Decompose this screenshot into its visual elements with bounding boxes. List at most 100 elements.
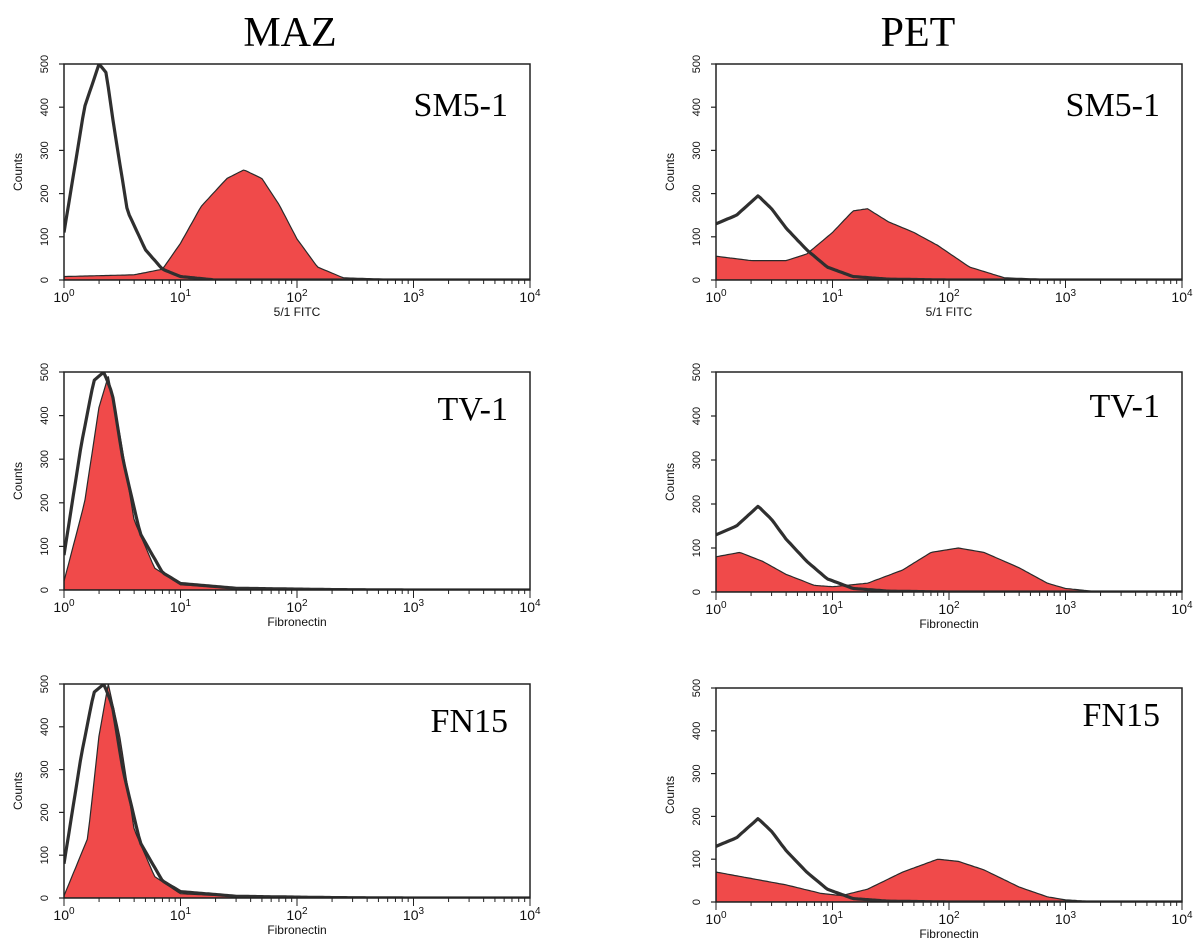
outline-histogram	[64, 684, 530, 898]
x-tick-label: 102	[938, 288, 960, 305]
x-tick-label: 101	[170, 288, 192, 305]
x-axis-label: Fibronectin	[267, 923, 326, 937]
y-tick-label: 200	[39, 184, 51, 202]
x-tick-label: 103	[403, 288, 425, 305]
y-tick-label: 300	[39, 141, 51, 159]
y-tick-label: 100	[39, 846, 51, 864]
x-tick-label: 104	[1171, 910, 1193, 927]
y-tick-label: 400	[39, 406, 51, 424]
panel-title: FN15	[431, 703, 508, 740]
column-title-maz: MAZ	[243, 10, 336, 56]
y-tick-label: 500	[39, 675, 51, 693]
y-tick-label: 200	[691, 495, 703, 513]
panel-title: TV-1	[437, 391, 508, 428]
y-tick-label: 200	[39, 494, 51, 512]
y-tick-label: 400	[691, 98, 703, 116]
panel-title: SM5-1	[414, 87, 508, 124]
x-tick-label: 103	[1055, 288, 1077, 305]
x-tick-label: 103	[1055, 910, 1077, 927]
x-tick-label: 103	[403, 598, 425, 615]
y-tick-label: 100	[691, 539, 703, 557]
y-tick-label: 100	[691, 850, 703, 868]
y-tick-label: 300	[39, 450, 51, 468]
y-tick-label: 0	[691, 589, 703, 595]
x-tick-label: 101	[170, 906, 192, 923]
y-axis-label: Counts	[11, 772, 25, 810]
y-axis-label: Counts	[663, 776, 677, 814]
x-tick-label: 102	[286, 598, 308, 615]
y-tick-label: 300	[691, 764, 703, 782]
y-tick-label: 0	[691, 899, 703, 905]
x-tick-label: 101	[170, 598, 192, 615]
x-tick-label: 104	[519, 598, 541, 615]
y-tick-label: 300	[39, 760, 51, 778]
outline-histogram	[716, 194, 1182, 280]
x-tick-label: 101	[822, 600, 844, 617]
x-axis-label: 5/1 FITC	[926, 305, 973, 319]
outline-histogram	[64, 64, 530, 280]
y-tick-label: 100	[39, 537, 51, 555]
x-tick-label: 102	[286, 288, 308, 305]
y-axis-label: Counts	[11, 462, 25, 500]
y-tick-label: 100	[39, 228, 51, 246]
x-axis-label: Fibronectin	[267, 615, 326, 629]
outline-histogram	[716, 504, 1182, 592]
x-tick-label: 100	[705, 600, 727, 617]
x-tick-label: 100	[53, 906, 75, 923]
outline-histogram	[64, 372, 530, 590]
x-tick-label: 104	[519, 906, 541, 923]
y-tick-label: 300	[691, 451, 703, 469]
x-tick-label: 100	[53, 288, 75, 305]
y-tick-label: 100	[691, 228, 703, 246]
y-tick-label: 0	[39, 587, 51, 593]
x-tick-label: 104	[519, 288, 541, 305]
x-tick-label: 100	[705, 910, 727, 927]
y-tick-label: 0	[691, 277, 703, 283]
y-tick-label: 500	[691, 55, 703, 73]
y-tick-label: 500	[39, 55, 51, 73]
y-tick-label: 400	[691, 407, 703, 425]
x-tick-label: 101	[822, 910, 844, 927]
column-title-pet: PET	[881, 10, 956, 56]
y-tick-label: 0	[39, 895, 51, 901]
x-axis-label: 5/1 FITC	[274, 305, 321, 319]
x-tick-label: 102	[286, 906, 308, 923]
y-axis-label: Counts	[663, 463, 677, 501]
y-tick-label: 300	[691, 141, 703, 159]
x-tick-label: 104	[1171, 288, 1193, 305]
x-tick-label: 104	[1171, 600, 1193, 617]
y-tick-label: 200	[691, 807, 703, 825]
y-tick-label: 200	[691, 184, 703, 202]
y-tick-label: 500	[39, 363, 51, 381]
x-tick-label: 103	[403, 906, 425, 923]
panel-title: SM5-1	[1066, 87, 1160, 124]
x-tick-label: 102	[938, 600, 960, 617]
y-tick-label: 500	[691, 363, 703, 381]
filled-histogram	[716, 858, 1182, 902]
y-tick-label: 200	[39, 803, 51, 821]
panel-title: FN15	[1083, 697, 1160, 734]
x-tick-label: 102	[938, 910, 960, 927]
y-tick-label: 0	[39, 277, 51, 283]
x-tick-label: 100	[53, 598, 75, 615]
y-axis-label: Counts	[11, 153, 25, 191]
y-axis-label: Counts	[663, 153, 677, 191]
filled-histogram	[64, 169, 530, 280]
x-axis-label: Fibronectin	[919, 927, 978, 939]
y-tick-label: 400	[691, 722, 703, 740]
filled-histogram	[716, 208, 1182, 280]
y-tick-label: 400	[39, 98, 51, 116]
panel-title: TV-1	[1089, 388, 1160, 425]
x-tick-label: 100	[705, 288, 727, 305]
x-tick-label: 101	[822, 288, 844, 305]
outline-histogram	[716, 817, 1182, 902]
x-tick-label: 103	[1055, 600, 1077, 617]
